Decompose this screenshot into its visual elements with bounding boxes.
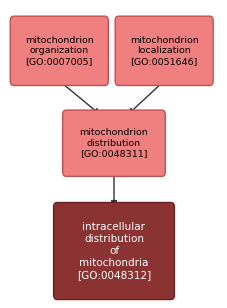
Text: intracellular
distribution
of
mitochondria
[GO:0048312]: intracellular distribution of mitochondr…	[76, 222, 151, 280]
Text: mitochondrion
distribution
[GO:0048311]: mitochondrion distribution [GO:0048311]	[79, 128, 148, 159]
FancyBboxPatch shape	[53, 203, 174, 299]
Text: mitochondrion
localization
[GO:0051646]: mitochondrion localization [GO:0051646]	[129, 35, 198, 66]
Text: mitochondrion
organization
[GO:0007005]: mitochondrion organization [GO:0007005]	[25, 35, 93, 66]
FancyBboxPatch shape	[10, 16, 108, 86]
FancyBboxPatch shape	[62, 110, 165, 176]
FancyBboxPatch shape	[115, 16, 212, 86]
